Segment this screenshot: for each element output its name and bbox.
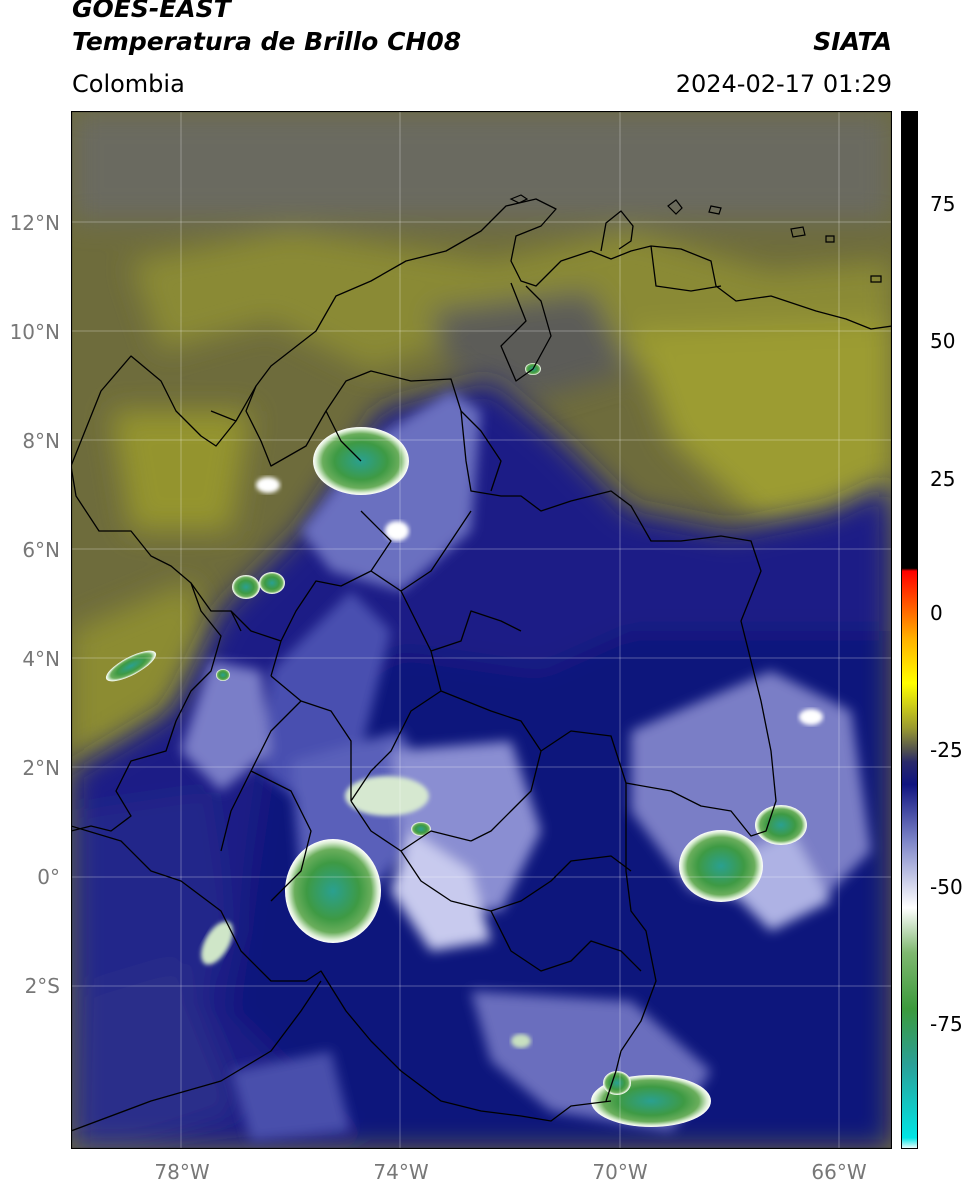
core-east-small	[755, 805, 807, 845]
colorbar-fill	[901, 111, 918, 1149]
core-south	[285, 839, 381, 943]
lat-label-6n: 6°N	[22, 538, 60, 562]
lon-label-78w: 78°W	[154, 1160, 210, 1184]
lat-label-10n: 10°N	[9, 320, 60, 344]
lat-label-4n: 4°N	[22, 647, 60, 671]
core-east	[679, 830, 763, 902]
colorbar-tick-50: 50	[930, 329, 956, 353]
convective-cores	[105, 363, 823, 1127]
colorbar	[901, 111, 918, 1149]
colorbar-tick-75: 75	[930, 192, 956, 216]
map-frame	[71, 111, 892, 1149]
datetime-label: 2024-02-17 01:29	[675, 70, 892, 98]
colorbar-tick-neg25: -25	[930, 738, 963, 762]
lat-label-8n: 8°N	[22, 429, 60, 453]
core-west-2	[259, 572, 285, 594]
lon-label-66w: 66°W	[811, 1160, 867, 1184]
lat-label-12n: 12°N	[9, 211, 60, 235]
colorbar-tick-neg50: -50	[930, 875, 963, 899]
satellite-map	[71, 111, 892, 1149]
core-west-1	[232, 575, 260, 599]
agency-label: SIATA	[813, 27, 892, 56]
lat-label-0: 0°	[37, 865, 60, 889]
coastlines-and-borders	[71, 198, 892, 1132]
gridlines	[71, 111, 892, 1149]
region-label: Colombia	[72, 70, 185, 98]
colorbar-tick-neg75: -75	[930, 1012, 963, 1036]
colorbar-frame	[901, 111, 918, 1149]
lat-label-2s: 2°S	[24, 974, 60, 998]
islands	[509, 194, 882, 283]
satellite-title: GOES-EAST	[72, 0, 231, 23]
dry-air-region	[71, 111, 892, 761]
colorbar-tick-0: 0	[930, 601, 943, 625]
lon-label-70w: 70°W	[592, 1160, 648, 1184]
colorbar-tick-25: 25	[930, 467, 956, 491]
lon-label-74w: 74°W	[373, 1160, 429, 1184]
core-pacific	[105, 650, 157, 682]
product-title: Temperatura de Brillo CH08	[72, 27, 462, 56]
lat-label-2n: 2°N	[22, 756, 60, 780]
